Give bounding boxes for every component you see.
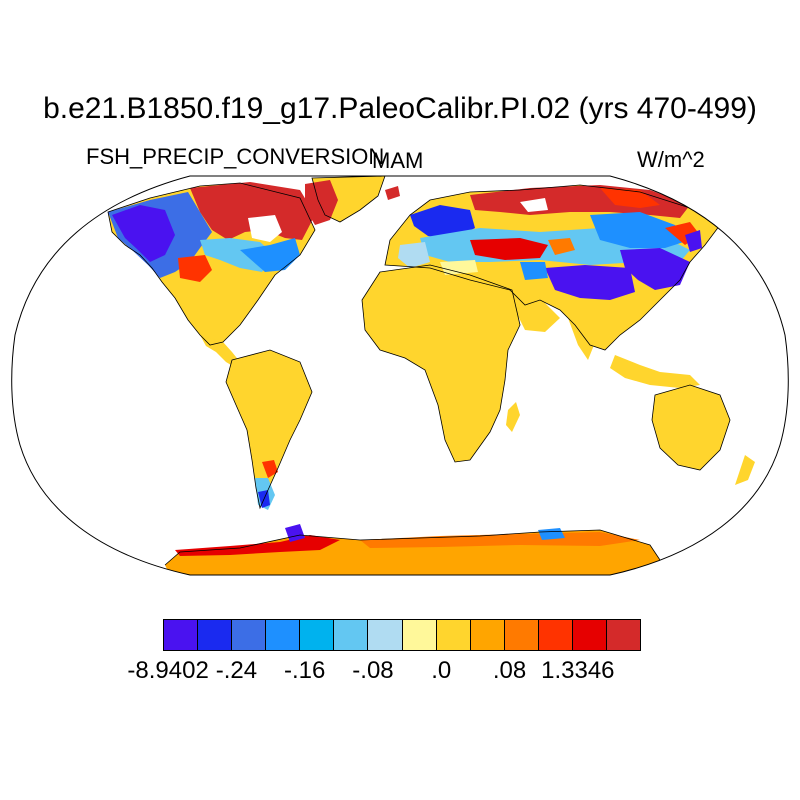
colorbar-label: -8.9402 bbox=[127, 657, 209, 684]
eu-pale-blue-west bbox=[398, 242, 430, 268]
southeast-asia-islands bbox=[610, 355, 700, 388]
colorbar-swatch bbox=[300, 620, 335, 650]
colorbar-label: -.08 bbox=[352, 657, 394, 684]
colorbar-swatch bbox=[334, 620, 369, 650]
eu-orange-center bbox=[548, 238, 575, 255]
ant-orange-band bbox=[360, 532, 640, 548]
colorbar-swatch bbox=[198, 620, 233, 650]
central-asia-blue bbox=[520, 262, 548, 280]
colorbar-swatch bbox=[402, 620, 437, 650]
units-label: W/m^2 bbox=[637, 147, 705, 172]
colorbar-label: -.16 bbox=[284, 657, 326, 684]
na-blue-east bbox=[240, 238, 300, 272]
eu-blue-east bbox=[590, 212, 690, 248]
eu-north-white bbox=[520, 198, 548, 212]
colorbar-label: .0 bbox=[431, 657, 452, 684]
australia bbox=[652, 385, 730, 470]
colorbar-swatch bbox=[368, 620, 403, 650]
colorbar-swatch bbox=[607, 620, 641, 650]
colorbar-swatch bbox=[538, 620, 573, 650]
map-fill-layer bbox=[108, 176, 755, 575]
colorbar-swatch bbox=[504, 620, 539, 650]
na-red-band bbox=[178, 255, 212, 282]
eu-north-orange bbox=[600, 188, 660, 208]
eu-west-blue bbox=[410, 205, 475, 240]
na-white-hole bbox=[248, 215, 282, 242]
na-purple-core bbox=[112, 205, 175, 262]
colorbar-swatch bbox=[266, 620, 301, 650]
plot-title: b.e21.B1850.f19_g17.PaleoCalibr.PI.02 (y… bbox=[43, 92, 757, 125]
sa-south-red bbox=[262, 460, 278, 478]
japan-blue bbox=[685, 230, 702, 252]
ant-red-west bbox=[175, 535, 340, 556]
coastlines bbox=[107, 176, 731, 566]
iceland-red bbox=[385, 186, 400, 200]
new-zealand bbox=[735, 455, 755, 485]
colorbar-label: 1.3346 bbox=[541, 657, 615, 684]
colorbar-swatch bbox=[232, 620, 267, 650]
eu-red-center bbox=[470, 238, 548, 260]
colorbar bbox=[163, 619, 641, 651]
greenland-red bbox=[305, 180, 338, 225]
variable-name: FSH_PRECIP_CONVERSION bbox=[86, 144, 385, 169]
south-america bbox=[226, 350, 312, 508]
india bbox=[568, 318, 598, 360]
arabia bbox=[512, 290, 560, 332]
colorbar-label: -.24 bbox=[215, 657, 258, 684]
central-america bbox=[200, 335, 240, 368]
map-boundary bbox=[11, 175, 789, 576]
africa bbox=[362, 265, 520, 462]
colorbar-swatch bbox=[470, 620, 505, 650]
madagascar bbox=[506, 402, 520, 432]
eu-pale-yellow bbox=[440, 260, 478, 275]
colorbar-swatch bbox=[572, 620, 608, 650]
central-asia-purple bbox=[545, 265, 635, 300]
colorbar-swatch bbox=[164, 620, 199, 650]
colorbar-label: .08 bbox=[492, 657, 527, 684]
colorbar-swatch bbox=[436, 620, 471, 650]
season-label: MAM bbox=[372, 148, 424, 173]
eu-purple-east bbox=[620, 248, 690, 290]
na-arctic-red bbox=[190, 182, 315, 240]
ant-blue-patch bbox=[538, 528, 565, 540]
